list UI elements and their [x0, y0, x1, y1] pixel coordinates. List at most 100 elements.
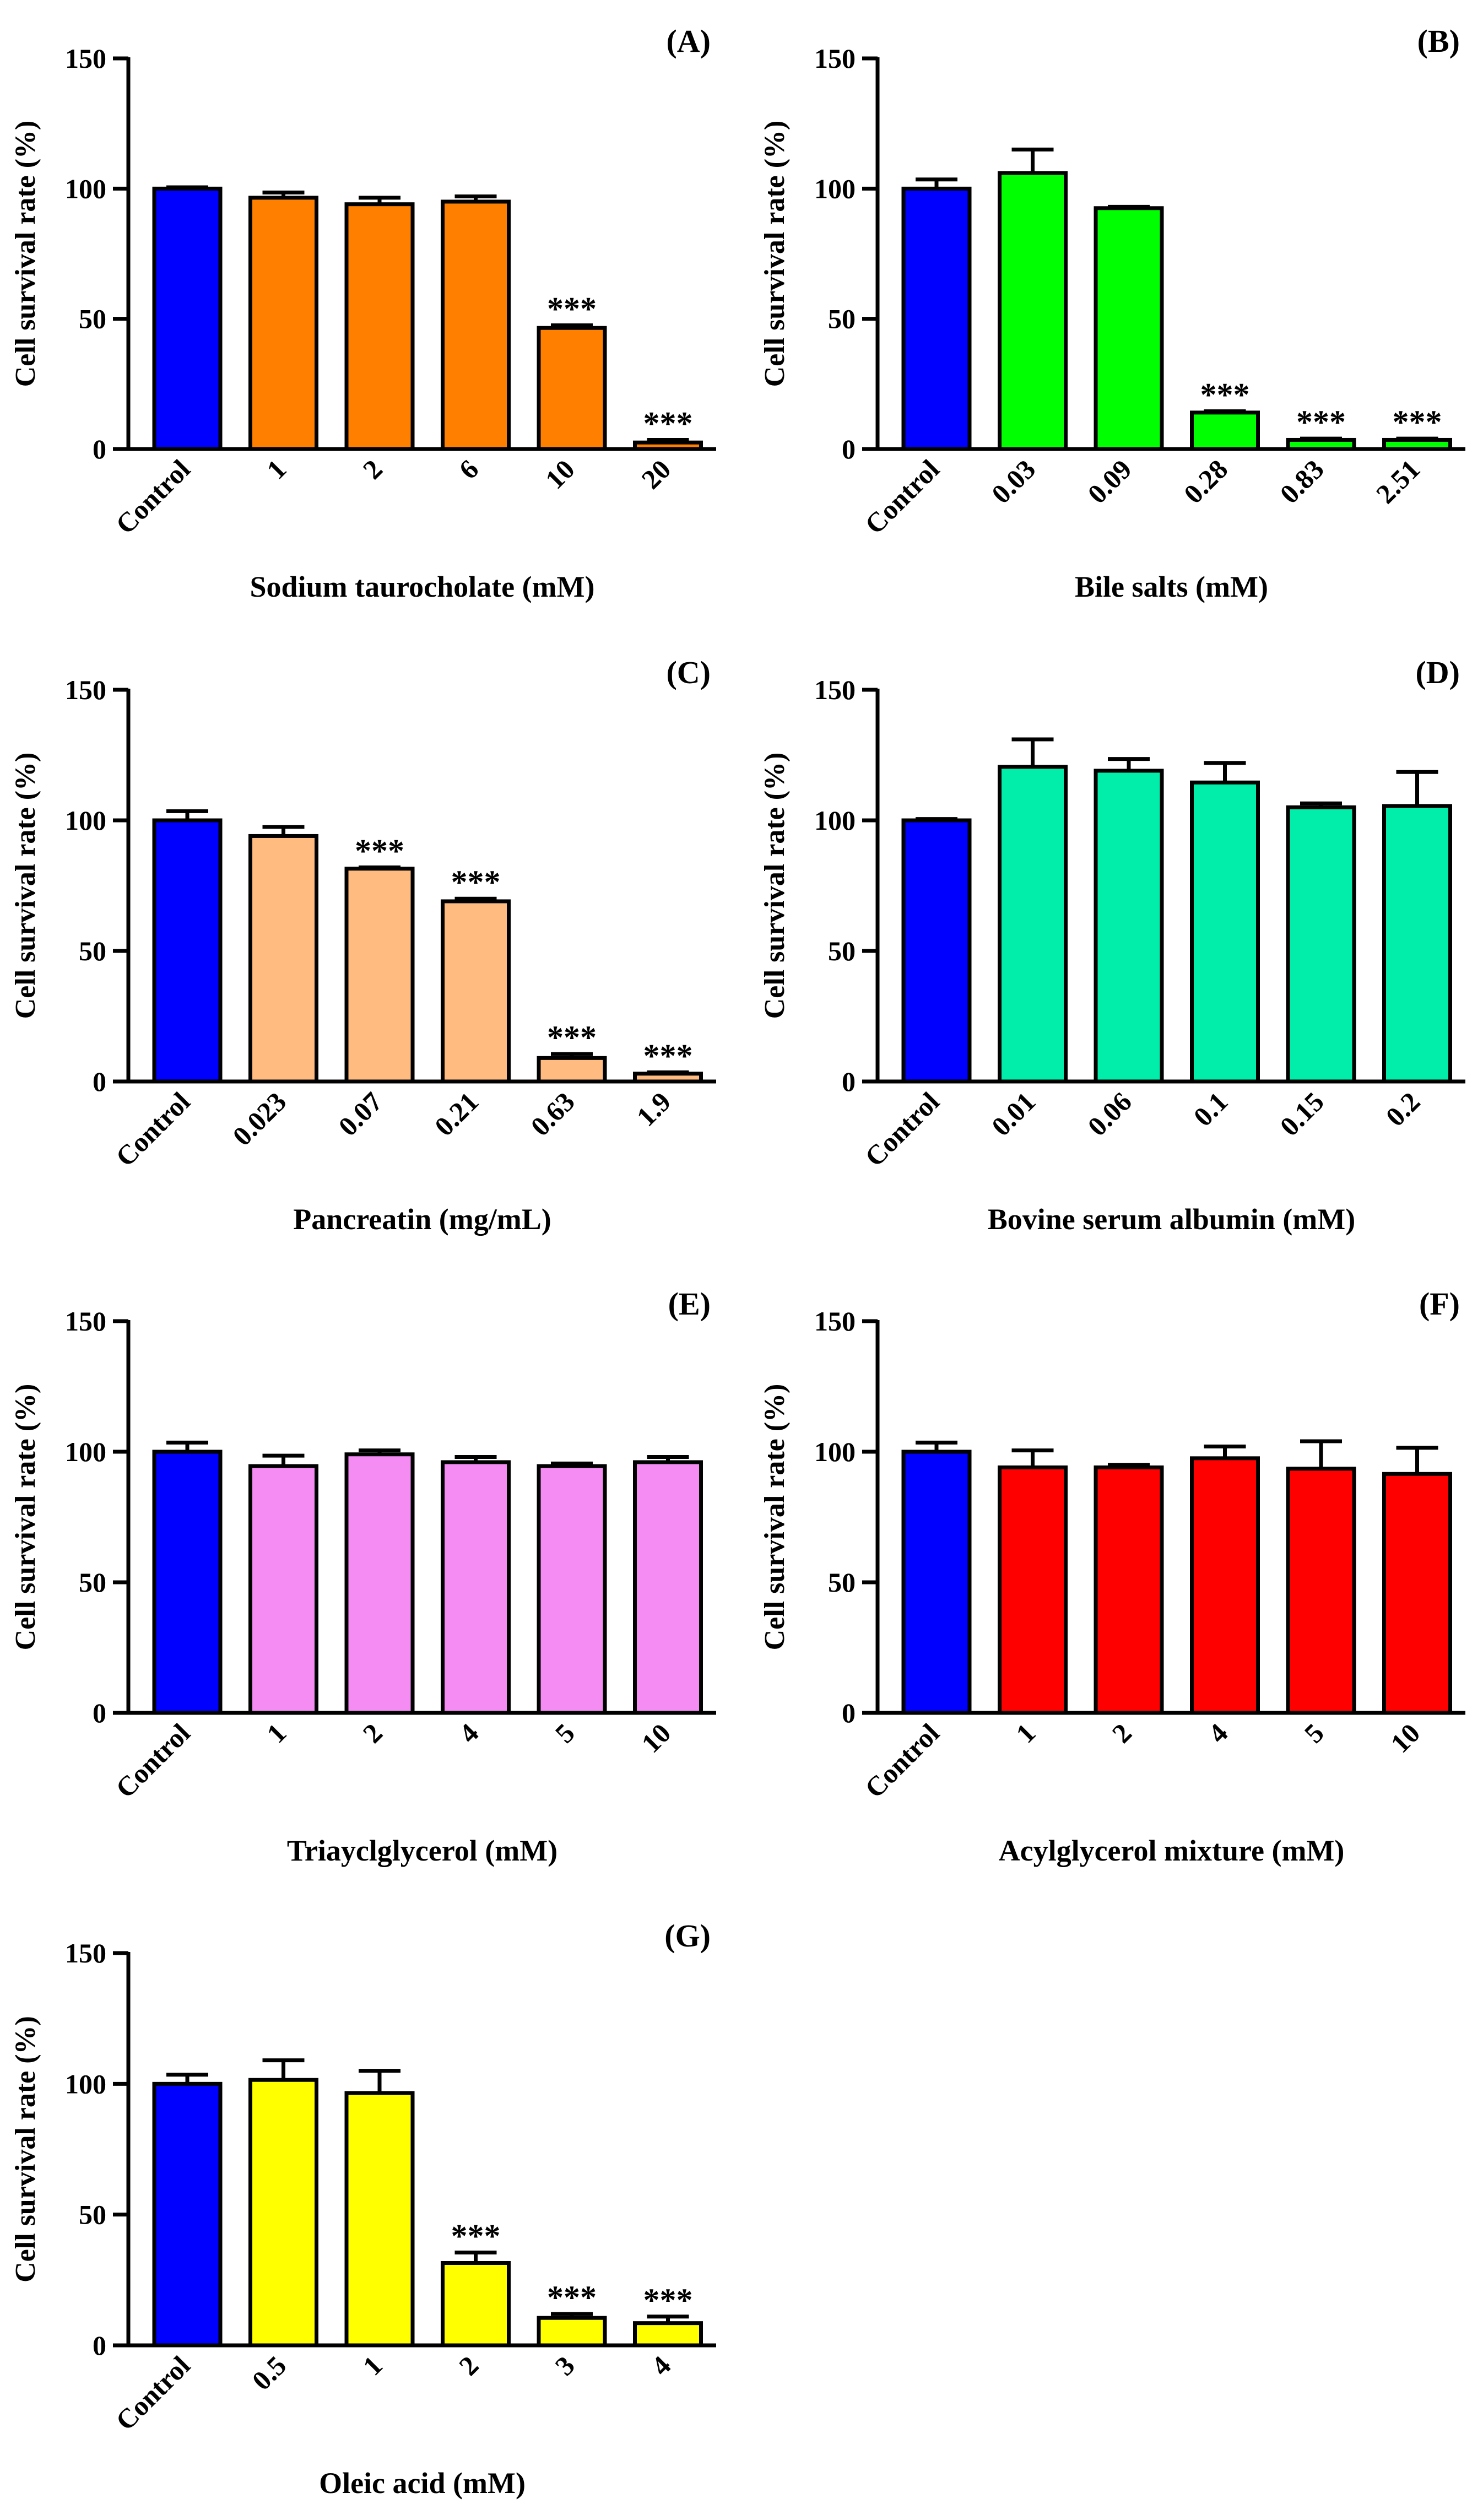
bar-1 — [248, 1464, 318, 1715]
bar-0.2 — [1382, 804, 1452, 1084]
y-tick-label: 50 — [79, 2199, 106, 2230]
significance-mark: *** — [1393, 404, 1442, 440]
bar-3 — [537, 2316, 607, 2348]
y-tick-label: 0 — [842, 1066, 856, 1097]
y-tick-label: 150 — [814, 43, 856, 74]
y-tick-label: 100 — [65, 1436, 106, 1467]
x-axis-title: Pancreatin (mg/mL) — [293, 1203, 551, 1236]
bar-2 — [1094, 1465, 1164, 1715]
panel-label: (E) — [668, 1286, 711, 1322]
bar-0.06 — [1094, 769, 1164, 1084]
significance-mark: *** — [451, 864, 501, 900]
bar-0.09 — [1094, 206, 1164, 451]
significance-mark: *** — [451, 2218, 501, 2254]
bar-0.5 — [248, 2078, 318, 2348]
bar-1 — [248, 196, 318, 451]
significance-mark: *** — [547, 1019, 597, 1056]
x-axis-title: Sodium taurocholate (mM) — [250, 570, 595, 603]
y-tick-label: 150 — [65, 1306, 106, 1337]
y-tick-label: 50 — [828, 304, 856, 334]
bar-0.01 — [998, 765, 1068, 1084]
y-tick-label: 0 — [93, 434, 106, 464]
y-tick-label: 50 — [79, 1567, 106, 1598]
y-tick-label: 50 — [828, 935, 856, 966]
panel-label: (C) — [666, 655, 711, 690]
significance-mark: *** — [643, 1037, 693, 1074]
bar-Control — [152, 2081, 223, 2348]
y-tick-label: 0 — [842, 434, 856, 464]
y-tick-label: 100 — [65, 2068, 106, 2099]
bar-Control — [901, 818, 972, 1084]
significance-mark: *** — [1200, 376, 1250, 413]
y-tick-label: 100 — [814, 1436, 856, 1467]
bar-5 — [537, 1464, 607, 1715]
y-axis-title: Cell survival rate (%) — [759, 121, 791, 387]
x-axis-title: Oleic acid (mM) — [319, 2467, 526, 2500]
bar-2 — [344, 202, 415, 451]
x-axis-title: Triayclglycerol (mM) — [287, 1834, 558, 1867]
bar-2.51 — [1382, 437, 1452, 451]
significance-mark: *** — [355, 832, 404, 869]
y-tick-label: 100 — [65, 173, 106, 204]
significance-mark: *** — [643, 405, 693, 441]
bar-5 — [1286, 1467, 1356, 1715]
significance-mark: *** — [1296, 404, 1346, 440]
bar-2 — [441, 2261, 511, 2348]
y-tick-label: 150 — [65, 43, 106, 74]
bar-Control — [901, 186, 972, 451]
bar-1 — [998, 1465, 1068, 1715]
bar-0.1 — [1190, 780, 1260, 1084]
y-axis-title: Cell survival rate (%) — [10, 1384, 41, 1651]
y-tick-label: 0 — [93, 1697, 106, 1728]
y-tick-label: 100 — [65, 805, 106, 836]
y-tick-label: 100 — [814, 805, 856, 836]
bar-Control — [152, 186, 223, 451]
bar-0.83 — [1286, 437, 1356, 451]
bar-0.023 — [248, 834, 318, 1084]
bar-Control — [152, 818, 223, 1084]
panel-label: (D) — [1415, 655, 1460, 690]
y-tick-label: 0 — [842, 1697, 856, 1728]
bar-0.63 — [537, 1056, 607, 1084]
bar-0.21 — [441, 899, 511, 1084]
y-tick-label: 50 — [79, 935, 106, 966]
bar-0.03 — [998, 171, 1068, 451]
bar-0.07 — [344, 867, 415, 1084]
bar-1 — [344, 2091, 415, 2348]
bar-4 — [441, 1460, 511, 1715]
x-axis-title: Bile salts (mM) — [1075, 570, 1268, 603]
significance-mark: *** — [547, 290, 597, 327]
significance-mark: *** — [643, 2282, 693, 2318]
bar-4 — [1190, 1456, 1260, 1715]
bar-10 — [633, 1460, 703, 1715]
panel-label: (A) — [666, 23, 711, 59]
y-tick-label: 50 — [828, 1567, 856, 1598]
y-axis-title: Cell survival rate (%) — [759, 753, 791, 1019]
panel-label: (G) — [664, 1918, 711, 1954]
y-axis-title: Cell survival rate (%) — [10, 121, 41, 387]
y-axis-title: Cell survival rate (%) — [759, 1384, 791, 1651]
bar-4 — [633, 2321, 703, 2348]
bar-0.28 — [1190, 410, 1260, 451]
y-tick-label: 150 — [65, 674, 106, 705]
significance-mark: *** — [547, 2279, 597, 2316]
x-axis-title: Acylglycerol mixture (mM) — [999, 1834, 1345, 1867]
bar-10 — [1382, 1472, 1452, 1715]
bar-2 — [344, 1452, 415, 1715]
bar-6 — [441, 199, 511, 451]
y-tick-label: 150 — [814, 1306, 856, 1337]
bar-Control — [152, 1450, 223, 1715]
panel-label: (B) — [1417, 23, 1460, 59]
y-tick-label: 150 — [65, 1938, 106, 1969]
y-tick-label: 0 — [93, 2330, 106, 2361]
bar-10 — [537, 326, 607, 451]
y-tick-label: 50 — [79, 304, 106, 334]
y-tick-label: 150 — [814, 674, 856, 705]
y-tick-label: 0 — [93, 1066, 106, 1097]
bar-0.15 — [1286, 805, 1356, 1084]
